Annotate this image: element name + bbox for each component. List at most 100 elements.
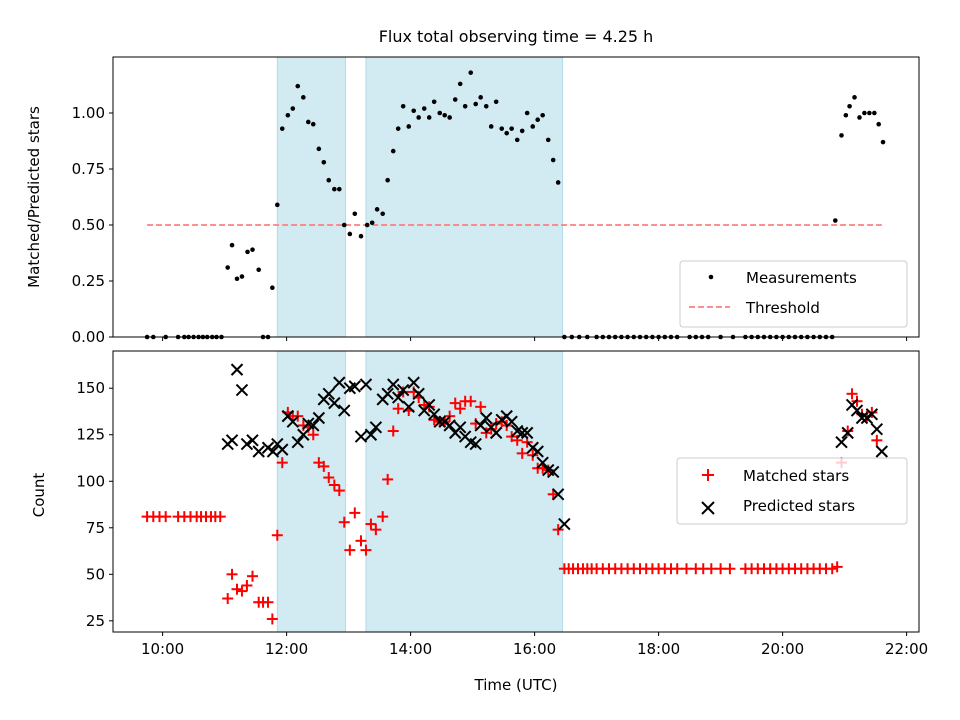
matched-star-point xyxy=(276,457,288,469)
measurement-point xyxy=(540,112,545,118)
measurement-point xyxy=(447,115,452,120)
bottom-y-axis-label: Count xyxy=(30,473,48,518)
matched-star-point xyxy=(475,401,487,413)
matched-star-point xyxy=(271,529,283,541)
measurement-point xyxy=(347,231,353,237)
x-tick-label: 16:00 xyxy=(513,640,556,658)
matched-star-point xyxy=(831,561,843,573)
measurement-point xyxy=(452,97,458,102)
predicted-star-point xyxy=(364,428,378,441)
measurement-point xyxy=(872,110,877,116)
measurement-point xyxy=(337,186,342,192)
measurement-point xyxy=(341,222,347,228)
measurement-point xyxy=(857,115,862,120)
measurement-point xyxy=(843,112,849,118)
top-legend: Measurements Threshold xyxy=(679,260,908,328)
predicted-star-point xyxy=(297,428,310,441)
top-y-axis-label: Matched/Predicted stars xyxy=(25,106,43,288)
measurement-point xyxy=(504,130,510,136)
predicted-star-point xyxy=(240,437,254,451)
x-tick-label: 14:00 xyxy=(389,640,432,658)
predicted-star-point xyxy=(225,434,239,447)
axes-frame xyxy=(112,350,920,633)
matched-star-point xyxy=(241,579,253,591)
x-tick-label: 18:00 xyxy=(637,640,680,658)
predicted-star-point xyxy=(875,445,889,458)
shaded-interval xyxy=(365,56,563,338)
legend-predicted-marker xyxy=(701,501,715,515)
predicted-star-point xyxy=(246,434,259,447)
measurement-point xyxy=(326,177,332,183)
predicted-star-point xyxy=(531,445,544,458)
predicted-star-point xyxy=(407,376,420,389)
x-tick-label: 10:00 xyxy=(141,640,184,658)
predicted-star-point xyxy=(558,517,571,531)
measurement-point xyxy=(256,267,262,273)
measurement-point xyxy=(880,139,886,145)
measurement-point xyxy=(352,211,358,217)
measurement-point xyxy=(862,110,867,116)
predicted-star-point xyxy=(286,415,300,428)
legend-matched-label: Matched stars xyxy=(743,467,849,485)
matched-star-point xyxy=(715,563,727,575)
y-tick-label: 0.25 xyxy=(72,272,105,290)
measurement-point xyxy=(316,146,322,152)
measurement-point xyxy=(374,207,380,212)
top-axes: 0.00 0.25 0.50 0.75 1.00 xyxy=(72,56,920,346)
matched-star-point xyxy=(349,507,361,519)
predicted-star-point xyxy=(322,387,335,401)
x-tick-label: 22:00 xyxy=(885,640,928,658)
predicted-star-point xyxy=(453,421,467,434)
matched-star-point xyxy=(365,518,377,530)
predicted-star-point xyxy=(333,376,346,389)
measurement-point xyxy=(301,95,306,100)
x-tick-label: 12:00 xyxy=(265,640,308,658)
matched-star-point xyxy=(370,524,382,536)
measurement-point xyxy=(442,112,448,118)
measurement-point xyxy=(478,95,483,100)
predicted-star-point xyxy=(338,404,351,417)
measurement-point xyxy=(462,103,468,109)
measurement-point xyxy=(473,101,479,107)
legend-threshold-label: Threshold xyxy=(745,299,820,317)
y-tick-label: 0.00 xyxy=(72,328,105,346)
chart-title: Flux total observing time = 4.25 h xyxy=(379,27,654,46)
predicted-star-point xyxy=(381,387,394,401)
measurement-point xyxy=(310,121,316,127)
predicted-star-point xyxy=(520,426,534,440)
measurement-point xyxy=(530,124,536,129)
measurement-point xyxy=(437,110,443,116)
measurement-point xyxy=(364,222,370,228)
predicted-star-point xyxy=(443,419,456,432)
measurement-point xyxy=(839,133,844,138)
predicted-star-point xyxy=(536,456,549,469)
predicted-star-point xyxy=(230,363,244,376)
matched-star-point xyxy=(231,583,243,595)
predicted-star-point xyxy=(515,426,529,440)
measurement-point xyxy=(369,220,375,226)
measurement-point xyxy=(275,202,280,208)
predicted-star-point xyxy=(480,411,493,425)
legend-matched-marker xyxy=(702,469,714,481)
measurement-point xyxy=(285,112,291,118)
measurement-point xyxy=(395,126,401,131)
matched-star-point xyxy=(516,447,528,459)
bottom-legend: Matched stars Predicted stars xyxy=(676,457,908,525)
predicted-star-point xyxy=(422,398,436,412)
matched-star-point xyxy=(506,431,518,443)
matched-star-point xyxy=(247,570,258,582)
matched-star-point xyxy=(307,429,319,441)
measurement-point xyxy=(295,83,301,89)
measurement-point xyxy=(876,121,881,127)
matched-star-point xyxy=(360,544,372,556)
predicted-star-point xyxy=(369,421,383,434)
matched-star-point xyxy=(355,535,367,547)
matched-star-point xyxy=(382,473,394,485)
matched-star-point xyxy=(318,460,330,472)
measurement-point xyxy=(321,159,327,165)
matched-star-point xyxy=(724,563,736,575)
predicted-star-point xyxy=(433,415,446,428)
measurement-point xyxy=(488,124,494,129)
matched-star-point xyxy=(842,425,854,437)
